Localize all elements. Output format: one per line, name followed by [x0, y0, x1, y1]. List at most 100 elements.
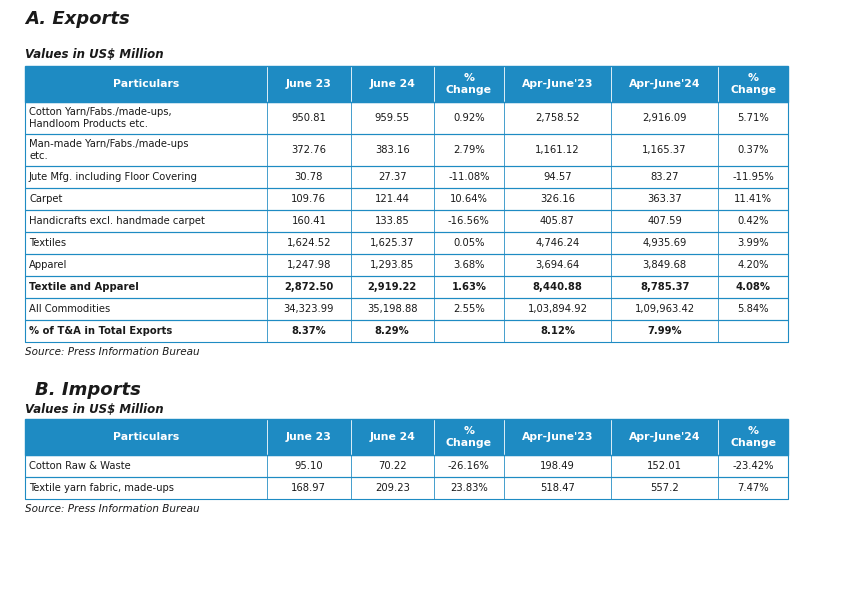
Text: 950.81: 950.81 [291, 113, 327, 123]
Bar [611, 419, 718, 455]
Bar [504, 188, 611, 210]
Bar [350, 166, 434, 188]
Text: 2,758.52: 2,758.52 [535, 113, 580, 123]
Bar [268, 210, 350, 232]
Bar [434, 254, 504, 276]
Text: 2.79%: 2.79% [453, 145, 484, 155]
Text: 3,849.68: 3,849.68 [642, 260, 687, 270]
Text: All Commodities: All Commodities [29, 304, 111, 314]
Text: %
Change: % Change [730, 73, 776, 95]
Text: 1.63%: 1.63% [452, 282, 486, 292]
Text: 1,161.12: 1,161.12 [535, 145, 580, 155]
Text: 5.71%: 5.71% [737, 113, 769, 123]
Bar [504, 102, 611, 134]
Bar [611, 188, 718, 210]
Text: 83.27: 83.27 [651, 172, 679, 182]
Text: 2,919.22: 2,919.22 [368, 282, 417, 292]
Text: 1,03,894.92: 1,03,894.92 [528, 304, 587, 314]
Bar [25, 298, 788, 320]
Bar [611, 232, 718, 254]
Text: 4,746.24: 4,746.24 [535, 238, 580, 248]
Bar [718, 210, 788, 232]
Bar [268, 419, 350, 455]
Text: 8.37%: 8.37% [291, 326, 327, 336]
Text: Values in US$ Million: Values in US$ Million [25, 403, 164, 416]
Text: 518.47: 518.47 [540, 483, 575, 493]
Text: 95.10: 95.10 [295, 461, 323, 471]
Text: 11.41%: 11.41% [734, 194, 772, 204]
Bar [350, 134, 434, 166]
Text: 35,198.88: 35,198.88 [367, 304, 418, 314]
Bar [25, 188, 788, 210]
Text: Carpet: Carpet [29, 194, 62, 204]
Text: Particulars: Particulars [113, 79, 179, 89]
Text: Apparel: Apparel [29, 260, 68, 270]
Bar [268, 66, 350, 102]
Text: Particulars: Particulars [113, 432, 179, 442]
Bar [611, 455, 718, 477]
Bar [434, 320, 504, 342]
Bar [611, 210, 718, 232]
Bar [504, 254, 611, 276]
Bar [611, 134, 718, 166]
Bar [504, 276, 611, 298]
Text: Man-made Yarn/Fabs./made-ups
etc.: Man-made Yarn/Fabs./made-ups etc. [29, 139, 188, 161]
Bar [611, 477, 718, 499]
Bar [504, 419, 611, 455]
Text: 7.99%: 7.99% [647, 326, 682, 336]
Bar [434, 232, 504, 254]
Bar [268, 276, 350, 298]
Bar [25, 419, 788, 455]
Bar [611, 166, 718, 188]
Bar [504, 210, 611, 232]
Text: 198.49: 198.49 [540, 461, 575, 471]
Text: 3,694.64: 3,694.64 [535, 260, 580, 270]
Bar [268, 477, 350, 499]
Text: Textile and Apparel: Textile and Apparel [29, 282, 138, 292]
Text: 0.92%: 0.92% [453, 113, 484, 123]
Bar [25, 134, 268, 166]
Text: June 23: June 23 [286, 79, 332, 89]
Text: 2,916.09: 2,916.09 [642, 113, 687, 123]
Bar [25, 66, 788, 102]
Bar [25, 102, 268, 134]
Text: -23.42%: -23.42% [733, 461, 774, 471]
Text: Values in US$ Million: Values in US$ Million [25, 48, 164, 61]
Bar [350, 210, 434, 232]
Bar [25, 477, 268, 499]
Bar [25, 276, 268, 298]
Bar [25, 419, 268, 455]
Bar [25, 254, 788, 276]
Text: 30.78: 30.78 [295, 172, 323, 182]
Text: 2,872.50: 2,872.50 [284, 282, 333, 292]
Bar [718, 188, 788, 210]
Bar [718, 298, 788, 320]
Text: June 24: June 24 [370, 79, 415, 89]
Text: Textiles: Textiles [29, 238, 66, 248]
Text: 0.42%: 0.42% [738, 216, 769, 226]
Bar [718, 232, 788, 254]
Text: 1,247.98: 1,247.98 [287, 260, 331, 270]
Bar [25, 320, 268, 342]
Bar [25, 477, 788, 499]
Bar [434, 188, 504, 210]
Bar [434, 166, 504, 188]
Bar [25, 210, 268, 232]
Text: Apr-June'23: Apr-June'23 [522, 79, 593, 89]
Bar [611, 254, 718, 276]
Text: 160.41: 160.41 [291, 216, 327, 226]
Text: 94.57: 94.57 [543, 172, 571, 182]
Text: 405.87: 405.87 [540, 216, 575, 226]
Bar [718, 320, 788, 342]
Bar [504, 477, 611, 499]
Text: 168.97: 168.97 [291, 483, 327, 493]
Text: 8.29%: 8.29% [375, 326, 409, 336]
Bar [268, 232, 350, 254]
Bar [504, 320, 611, 342]
Text: 4,935.69: 4,935.69 [642, 238, 687, 248]
Bar [504, 455, 611, 477]
Bar [718, 102, 788, 134]
Bar [25, 276, 788, 298]
Bar [434, 276, 504, 298]
Bar [350, 298, 434, 320]
